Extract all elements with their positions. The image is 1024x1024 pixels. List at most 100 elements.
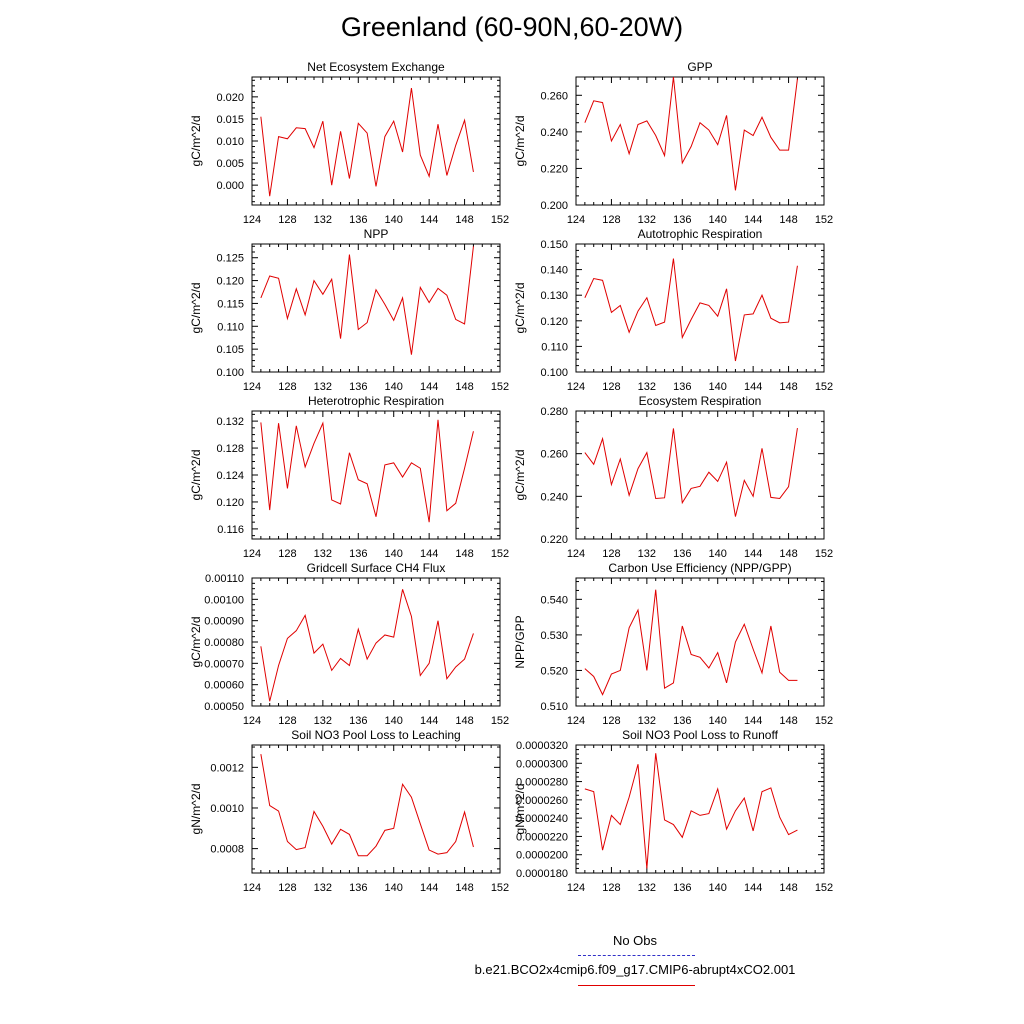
panel-frame (251, 243, 501, 373)
panel-frame (575, 577, 825, 707)
panel-ecosystem-respiration: Ecosystem Respiration gC/m^2/d 124 128 132 13… (513, 394, 833, 560)
y-tick-label: 0.530 (540, 630, 568, 642)
panel-frame (575, 76, 825, 206)
x-tick-label: 124 (243, 882, 261, 894)
y-tick-label: 0.00090 (204, 616, 244, 628)
panel-gridcell-surface-ch4-flux: Gridcell Surface CH4 Flux gC/m^2/d 124 128 1… (189, 561, 509, 727)
x-tick-label: 128 (602, 715, 620, 727)
x-tick-label: 124 (567, 882, 585, 894)
x-tick-label: 144 (744, 381, 762, 393)
panel-npp: NPP gC/m^2/d 124 128 132 136 140 144 148 152 0.100… (189, 227, 509, 393)
y-tick-label: 0.220 (540, 534, 568, 546)
x-tick-label: 140 (385, 548, 403, 560)
panel-title: Autotrophic Respiration (638, 227, 763, 241)
panel-title: Heterotrophic Respiration (308, 394, 444, 408)
x-tick-label: 128 (602, 882, 620, 894)
x-tick-label: 140 (709, 882, 727, 894)
y-tick-label: 0.100 (540, 367, 568, 379)
panel-frame (251, 744, 501, 874)
y-axis-label: NPP/GPP (513, 615, 527, 668)
series-line (584, 589, 798, 696)
x-tick-label: 144 (744, 548, 762, 560)
y-axis-label: gC/m^2/d (189, 283, 203, 334)
y-tick-label: 0.510 (540, 701, 568, 713)
y-tick-label: 0.005 (216, 158, 244, 170)
x-tick-label: 132 (638, 715, 656, 727)
x-tick-label: 136 (673, 381, 691, 393)
y-tick-label: 0.0000300 (516, 758, 568, 770)
y-tick-label: 0.00110 (205, 573, 244, 585)
x-tick-label: 152 (491, 548, 509, 560)
panel-title: Net Ecosystem Exchange (307, 60, 445, 74)
x-tick-label: 124 (243, 214, 261, 226)
x-tick-label: 140 (385, 882, 403, 894)
x-tick-label: 124 (567, 548, 585, 560)
x-tick-label: 148 (455, 882, 473, 894)
x-tick-label: 124 (567, 381, 585, 393)
y-tick-label: 0.260 (540, 90, 568, 102)
x-tick-label: 132 (314, 214, 332, 226)
x-tick-label: 144 (420, 882, 438, 894)
series-line (260, 754, 474, 857)
x-tick-label: 144 (744, 882, 762, 894)
y-tick-label: 0.010 (216, 136, 244, 148)
series-line (260, 87, 474, 197)
panel-title: Ecosystem Respiration (639, 394, 762, 408)
figure-title: Greenland (60-90N,60-20W) (340, 12, 684, 42)
x-tick-label: 140 (709, 214, 727, 226)
panel-gpp: GPP gC/m^2/d 124 128 132 136 140 144 148 152 0.200… (513, 60, 833, 226)
y-tick-label: 0.520 (540, 665, 568, 677)
panel-autotrophic-respiration: Autotrophic Respiration gC/m^2/d 124 128 132… (513, 227, 833, 393)
x-tick-label: 152 (815, 548, 833, 560)
panel-frame (575, 744, 825, 874)
x-tick-label: 128 (278, 715, 296, 727)
x-tick-label: 132 (638, 548, 656, 560)
x-tick-label: 124 (243, 548, 261, 560)
series-line (260, 419, 474, 523)
x-tick-label: 128 (602, 548, 620, 560)
x-tick-label: 136 (673, 214, 691, 226)
y-tick-label: 0.110 (541, 341, 568, 353)
panel-title: NPP (364, 227, 389, 241)
y-tick-label: 0.150 (540, 239, 568, 251)
y-axis-label: gC/m^2/d (513, 116, 527, 167)
x-tick-label: 132 (638, 381, 656, 393)
y-tick-label: 0.280 (540, 406, 568, 418)
y-tick-label: 0.120 (540, 316, 568, 328)
x-tick-label: 148 (455, 548, 473, 560)
x-tick-label: 148 (779, 214, 797, 226)
x-tick-label: 140 (385, 715, 403, 727)
panel-soil-no3-pool-loss-to-runoff: Soil NO3 Pool Loss to Runoff gN/m^2/d 124 1… (513, 728, 833, 894)
x-tick-label: 152 (491, 381, 509, 393)
y-tick-label: 0.105 (216, 344, 244, 356)
x-tick-label: 124 (567, 214, 585, 226)
y-tick-label: 0.124 (216, 470, 244, 482)
x-tick-label: 140 (709, 381, 727, 393)
x-tick-label: 132 (638, 214, 656, 226)
x-tick-label: 148 (779, 715, 797, 727)
panel-soil-no3-pool-loss-to-leaching: Soil NO3 Pool Loss to Leaching gN/m^2/d 12… (189, 728, 509, 894)
panel-title: Soil NO3 Pool Loss to Runoff (622, 728, 779, 742)
series-line (584, 76, 798, 191)
x-tick-label: 144 (420, 715, 438, 727)
y-tick-label: 0.00060 (204, 680, 244, 692)
panel-frame (575, 410, 825, 540)
y-tick-label: 0.100 (216, 367, 244, 379)
y-tick-label: 0.0000260 (516, 795, 568, 807)
y-tick-label: 0.00050 (204, 701, 244, 713)
x-tick-label: 136 (673, 715, 691, 727)
y-tick-label: 0.00070 (204, 658, 244, 670)
x-tick-label: 128 (278, 214, 296, 226)
x-tick-label: 140 (709, 548, 727, 560)
legend-title: No Obs (612, 933, 658, 948)
y-tick-label: 0.540 (540, 594, 568, 606)
x-tick-label: 136 (349, 715, 367, 727)
y-tick-label: 0.125 (216, 253, 244, 265)
y-tick-label: 0.120 (216, 497, 244, 509)
x-tick-label: 124 (567, 715, 585, 727)
x-tick-label: 144 (420, 381, 438, 393)
x-tick-label: 132 (314, 882, 332, 894)
y-tick-label: 0.115 (217, 298, 244, 310)
x-tick-label: 140 (385, 381, 403, 393)
panel-net-ecosystem-exchange: Net Ecosystem Exchange gC/m^2/d 124 128 132 1… (189, 60, 509, 226)
